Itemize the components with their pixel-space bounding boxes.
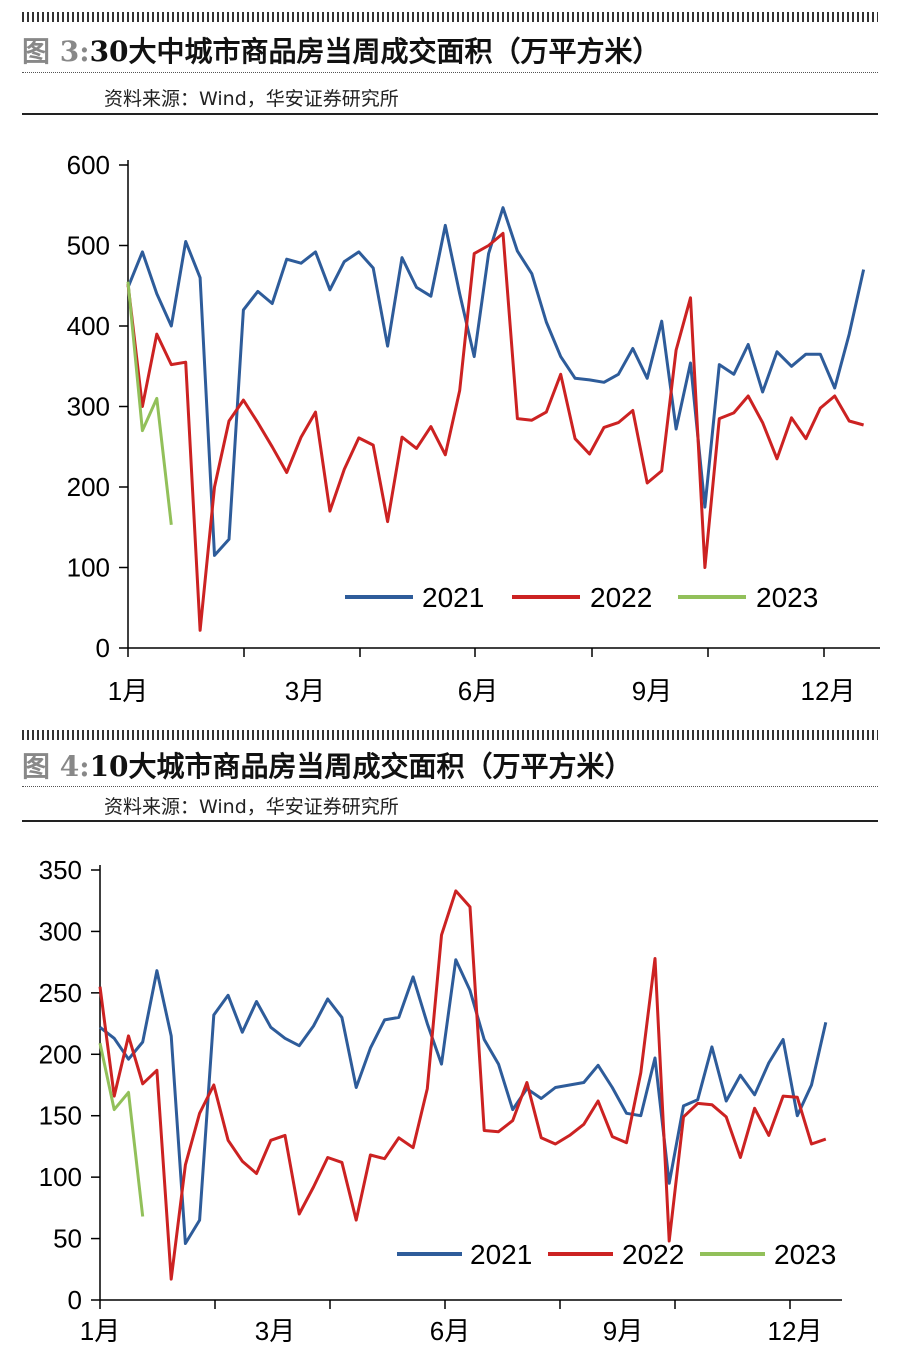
figure-label: 图 4: bbox=[22, 750, 90, 783]
x-tick-label: 9月 bbox=[632, 676, 672, 706]
legend-label-2022: 2022 bbox=[590, 582, 652, 613]
header-hatch-bar bbox=[22, 12, 878, 22]
y-tick-label: 0 bbox=[68, 1285, 82, 1315]
series-line-2022 bbox=[98, 889, 827, 1281]
y-tick-label: 100 bbox=[39, 1162, 82, 1192]
figure-label: 图 3: bbox=[22, 35, 90, 68]
x-tick-label: 6月 bbox=[458, 676, 498, 706]
series-line-2023 bbox=[126, 281, 173, 525]
y-tick-label: 50 bbox=[53, 1224, 82, 1254]
figure-title: 图 4:10大城市商品房当周成交面积（万平方米） bbox=[22, 745, 633, 785]
figure-title-text: 30大中城市商品房当周成交面积（万平方米） bbox=[89, 35, 661, 68]
series-line-2022 bbox=[126, 231, 865, 632]
legend-label-2023: 2023 bbox=[756, 582, 818, 613]
source-note: 资料来源：Wind，华安证券研究所 bbox=[104, 796, 399, 818]
y-tick-label: 0 bbox=[96, 633, 110, 663]
source-note: 资料来源：Wind，华安证券研究所 bbox=[104, 88, 399, 110]
legend-label-2021: 2021 bbox=[422, 582, 484, 613]
figure-title: 图 3:30大中城市商品房当周成交面积（万平方米） bbox=[22, 30, 661, 70]
x-tick-label: 6月 bbox=[430, 1316, 470, 1346]
chart-30-cities: 0 100 200 300 400 500 600 1月 3月 6月 9月 12月 2021 2022 20… bbox=[67, 150, 880, 706]
y-tick-label: 500 bbox=[67, 231, 110, 261]
x-tick-label: 3月 bbox=[285, 676, 325, 706]
x-tick-label: 1月 bbox=[80, 1316, 120, 1346]
y-tick-label: 150 bbox=[39, 1101, 82, 1131]
y-tick-label: 100 bbox=[67, 553, 110, 583]
chart-10-cities: 0 50 100 150 200 250 300 350 1月 3月 6月 9月 12月 2021 2022… bbox=[39, 855, 842, 1346]
y-tick-label: 400 bbox=[67, 311, 110, 341]
x-tick-label: 3月 bbox=[255, 1316, 295, 1346]
figure-title-text: 10大城市商品房当周成交面积（万平方米） bbox=[89, 750, 633, 783]
title-divider bbox=[22, 72, 878, 73]
y-tick-label: 350 bbox=[39, 855, 82, 885]
x-tick-label: 12月 bbox=[801, 676, 856, 706]
x-tick-label: 12月 bbox=[768, 1316, 823, 1346]
y-tick-label: 300 bbox=[39, 916, 82, 946]
header-hatch-bar bbox=[22, 730, 878, 740]
x-tick-label: 1月 bbox=[108, 676, 148, 706]
header-rule bbox=[22, 820, 878, 822]
x-tick-label: 9月 bbox=[603, 1316, 643, 1346]
title-divider bbox=[22, 786, 878, 787]
series-line-2023 bbox=[98, 1042, 145, 1217]
y-tick-label: 600 bbox=[67, 150, 110, 180]
y-tick-label: 200 bbox=[67, 472, 110, 502]
header-rule bbox=[22, 113, 878, 115]
legend-label-2021: 2021 bbox=[470, 1239, 532, 1270]
series-line-2021 bbox=[99, 958, 828, 1245]
y-tick-label: 250 bbox=[39, 978, 82, 1008]
legend-label-2022: 2022 bbox=[622, 1239, 684, 1270]
legend-label-2023: 2023 bbox=[774, 1239, 836, 1270]
y-tick-label: 200 bbox=[39, 1039, 82, 1069]
series-line-2021 bbox=[126, 206, 866, 557]
y-tick-label: 300 bbox=[67, 392, 110, 422]
